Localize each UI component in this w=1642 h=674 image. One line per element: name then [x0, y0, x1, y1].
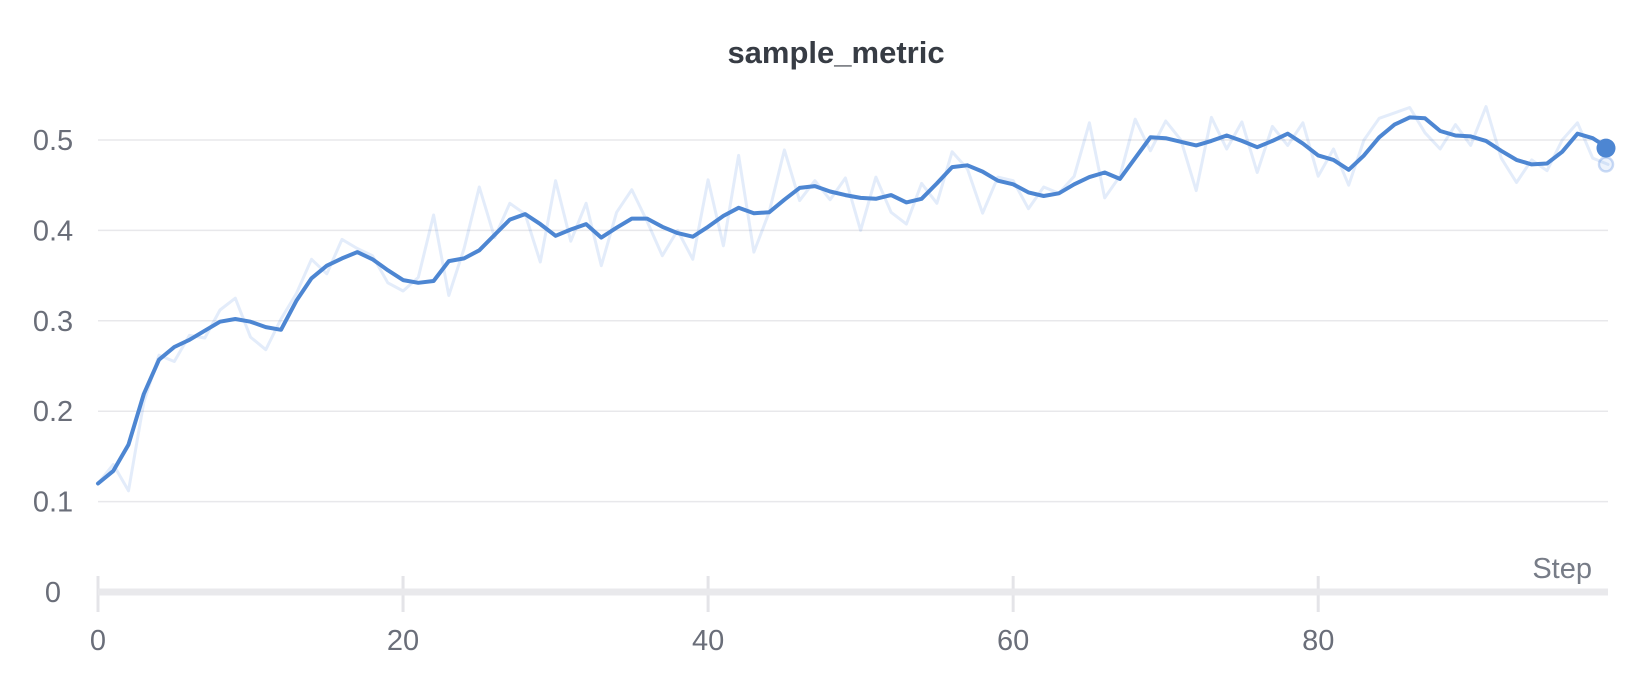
- y-axis-tick-labels: 0 0.1 0.2 0.3 0.4 0.5: [33, 125, 73, 609]
- chart-title: sample_metric: [727, 35, 944, 70]
- y-tick-label: 0.5: [33, 125, 73, 157]
- x-tick-label: 0: [90, 625, 106, 657]
- x-axis-title: Step: [1532, 553, 1592, 585]
- x-tick-label: 80: [1302, 625, 1334, 657]
- y-tick-label: 0.4: [33, 215, 73, 247]
- x-axis-bar: [98, 588, 1608, 596]
- data-series[interactable]: [96, 105, 1616, 493]
- x-tick-label: 40: [692, 625, 724, 657]
- x-tick-label: 20: [387, 625, 419, 657]
- y-tick-label: 0: [45, 577, 61, 609]
- x-axis-baseline-bar: [98, 588, 1608, 596]
- y-tick-label: 0.3: [33, 306, 73, 338]
- x-tick-label: 60: [997, 625, 1029, 657]
- gridlines: [98, 139, 1608, 503]
- smoothed-endpoint-dot[interactable]: [1596, 138, 1616, 158]
- smoothed-line[interactable]: [96, 115, 1610, 486]
- x-axis-tick-labels: 0 20 40 60 80: [90, 625, 1334, 657]
- y-tick-label: 0.1: [33, 487, 73, 519]
- original-endpoint-dot[interactable]: [1597, 156, 1615, 173]
- original-line[interactable]: [96, 105, 1610, 493]
- y-tick-label: 0.2: [33, 396, 73, 428]
